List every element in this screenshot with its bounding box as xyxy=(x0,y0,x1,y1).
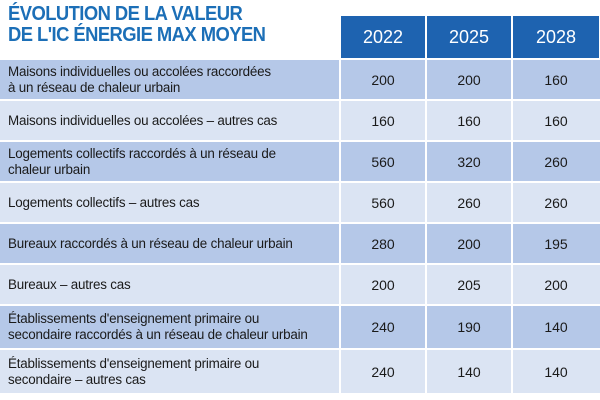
table-title-line-1: ÉVOLUTION DE LA VALEUR xyxy=(8,3,243,25)
column-divider xyxy=(511,350,513,393)
column-divider xyxy=(339,265,341,304)
row-label-line: secondaire – autres cas xyxy=(8,371,146,387)
row-label-line: Établissements d'enseignement primaire o… xyxy=(8,311,260,326)
row-label-line: Maisons individuelles ou accolées – autr… xyxy=(8,112,278,128)
row-label-line: secondaire raccordés à un réseau de chal… xyxy=(8,327,308,342)
table-title: ÉVOLUTION DE LA VALEUR DE L'IC ÉNERGIE M… xyxy=(8,4,312,46)
table-row: Logements collectifs – autres cas 560 26… xyxy=(0,183,600,224)
column-header-2022: 2022 xyxy=(341,16,425,58)
row-label-line: Établissements d'enseignement primaire o… xyxy=(8,355,260,371)
row-label: Bureaux – autres cas xyxy=(8,265,333,304)
column-divider xyxy=(425,224,427,263)
column-divider xyxy=(511,142,513,181)
table-row: Maisons individuelles ou accolées raccor… xyxy=(0,60,600,101)
row-label-line: Logements collectifs – autres cas xyxy=(8,194,200,210)
row-label-line: Logements collectifs raccordés à un rése… xyxy=(8,145,276,161)
table-row: Établissements d'enseignement primaire o… xyxy=(0,350,600,395)
value-cell-2028: 140 xyxy=(544,363,568,380)
table-row: Établissements d'enseignement primaire o… xyxy=(0,306,600,350)
row-label: Logements collectifs raccordés à un rése… xyxy=(8,142,333,181)
column-divider xyxy=(339,224,341,263)
column-header-2028: 2028 xyxy=(513,16,599,58)
column-divider xyxy=(425,306,427,348)
value-cell-2028: 195 xyxy=(544,235,568,252)
table-title-line-2: DE L'IC ÉNERGIE MAX MOYEN xyxy=(8,24,266,46)
column-divider xyxy=(425,183,427,222)
column-divider xyxy=(339,306,341,348)
column-divider xyxy=(425,142,427,181)
column-divider xyxy=(511,60,513,99)
table-body: Maisons individuelles ou accolées raccor… xyxy=(0,60,600,395)
value-cell-2025: 140 xyxy=(457,363,481,380)
value-cell-2025: 160 xyxy=(457,112,481,129)
row-label: Bureaux raccordés à un réseau de chaleur… xyxy=(8,224,333,263)
row-label: Maisons individuelles ou accolées raccor… xyxy=(8,60,333,99)
value-cell-2028: 160 xyxy=(544,71,568,88)
value-cell-2022: 160 xyxy=(371,112,395,129)
column-divider xyxy=(339,350,341,393)
value-cell-2028: 260 xyxy=(544,194,568,211)
value-cell-2028: 260 xyxy=(544,153,568,170)
value-cell-2022: 560 xyxy=(371,194,395,211)
column-divider xyxy=(425,101,427,140)
row-label: Logements collectifs – autres cas xyxy=(8,183,333,222)
column-divider xyxy=(425,60,427,99)
value-cell-2028: 160 xyxy=(544,112,568,129)
column-divider xyxy=(339,60,341,99)
value-cell-2025: 200 xyxy=(457,71,481,88)
value-cell-2025: 190 xyxy=(457,319,481,335)
column-divider xyxy=(511,224,513,263)
value-cell-2022: 200 xyxy=(371,71,395,88)
value-cell-2022: 280 xyxy=(371,235,395,252)
column-divider xyxy=(511,183,513,222)
column-divider xyxy=(339,142,341,181)
value-cell-2025: 200 xyxy=(457,235,481,252)
table-row: Bureaux raccordés à un réseau de chaleur… xyxy=(0,224,600,265)
table-row: Maisons individuelles ou accolées – autr… xyxy=(0,101,600,142)
row-label: Établissements d'enseignement primaire o… xyxy=(8,350,333,393)
value-cell-2022: 240 xyxy=(371,319,395,335)
row-label: Maisons individuelles ou accolées – autr… xyxy=(8,101,333,140)
column-divider xyxy=(425,265,427,304)
value-cell-2025: 205 xyxy=(457,276,481,293)
column-header-2025: 2025 xyxy=(427,16,511,58)
value-cell-2022: 240 xyxy=(371,363,395,380)
value-cell-2022: 560 xyxy=(371,153,395,170)
column-divider xyxy=(339,101,341,140)
column-divider xyxy=(425,350,427,393)
row-label: Établissements d'enseignement primaire o… xyxy=(8,306,333,348)
value-cell-2022: 200 xyxy=(371,276,395,293)
value-cell-2025: 260 xyxy=(457,194,481,211)
column-divider xyxy=(339,183,341,222)
column-divider xyxy=(511,101,513,140)
column-divider xyxy=(511,306,513,348)
row-label-line: Bureaux raccordés à un réseau de chaleur… xyxy=(8,235,293,251)
value-cell-2028: 140 xyxy=(544,319,568,335)
row-label-line: à un réseau de chaleur urbain xyxy=(8,79,181,95)
row-label-line: Maisons individuelles ou accolées raccor… xyxy=(8,63,271,79)
table-row: Logements collectifs raccordés à un rése… xyxy=(0,142,600,183)
row-label-line: chaleur urbain xyxy=(8,161,91,177)
value-cell-2025: 320 xyxy=(457,153,481,170)
column-divider xyxy=(511,265,513,304)
table-row: Bureaux – autres cas 200 205 200 xyxy=(0,265,600,306)
row-label-line: Bureaux – autres cas xyxy=(8,276,131,292)
value-cell-2028: 200 xyxy=(544,276,568,293)
